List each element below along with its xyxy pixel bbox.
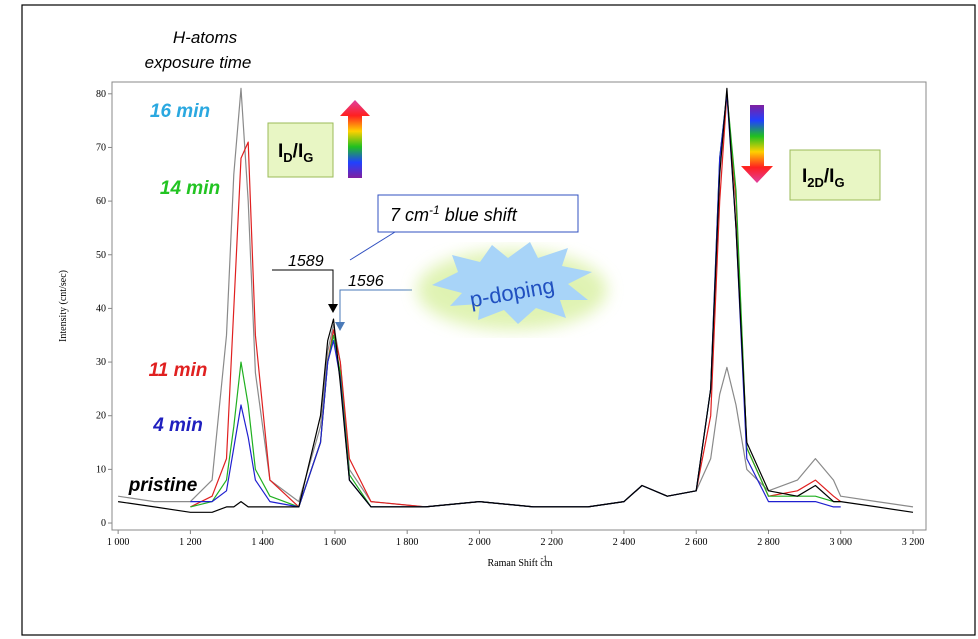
x-tick-label: 1 200 [179, 537, 202, 548]
note-pointer [349, 231, 396, 261]
peak-label: 1596 [348, 273, 384, 290]
y-tick-label: 10 [96, 464, 106, 475]
legend-title: exposure time [145, 53, 252, 72]
note-part: blue shift [440, 205, 518, 225]
series-line [118, 87, 914, 513]
legend-title: H-atoms [173, 28, 238, 47]
ratio-part: 2D [807, 175, 824, 190]
y-tick-label: 20 [96, 411, 106, 422]
ratio-part: D [283, 150, 292, 165]
arrow-head [328, 304, 338, 313]
ratio-part: I [802, 166, 807, 187]
series-label: 11 min [149, 360, 208, 381]
y-tick-label: 50 [96, 250, 106, 261]
peak-label: 1589 [288, 253, 324, 270]
y-axis-title: Intensity (cnt/sec) [58, 270, 69, 342]
plot: 0 10 20 30 40 50 60 70 80 1 000 1 200 1 400 1 600 1 8… [96, 87, 925, 548]
plot-frame [111, 81, 927, 531]
series-label: 14 min [160, 178, 220, 199]
ratio-part: G [303, 150, 313, 165]
x-tick-label: 1 600 [324, 537, 347, 548]
y-tick-label: 0 [101, 518, 106, 529]
x-axis-title-part: Raman Shift cm [488, 558, 553, 569]
x-tick-label: 2 000 [468, 537, 491, 548]
x-tick-label: 1 800 [396, 537, 419, 548]
peak-leader [272, 269, 334, 306]
up-arrow [340, 100, 370, 178]
ratio-part: G [834, 175, 844, 190]
note-part: 7 cm [390, 205, 429, 225]
x-tick-label: 1 000 [107, 537, 130, 548]
ratio-part: /I [293, 141, 304, 162]
frame [21, 4, 976, 636]
note-text: 7 cm-1 blue shift [390, 203, 518, 225]
ratio-part: /I [824, 166, 835, 187]
ratio-box [267, 122, 334, 178]
x-tick-label: 3 200 [902, 537, 925, 548]
x-axis-title: Raman Shift cm-1 [488, 554, 553, 569]
ratio-label: I2D/IG [802, 166, 845, 190]
down-arrow [741, 105, 773, 183]
x-axis-title-part: -1 [541, 554, 548, 563]
y-tick-label: 40 [96, 303, 106, 314]
ratio-label: ID/IG [278, 141, 313, 165]
peak-leader [339, 289, 412, 324]
ratio-box [789, 149, 881, 201]
y-tick-label: 80 [96, 89, 106, 100]
starburst [432, 242, 592, 324]
series-label: pristine [128, 475, 198, 496]
x-tick-label: 3 000 [829, 537, 852, 548]
note-box [377, 194, 579, 233]
series-label: 4 min [152, 415, 203, 436]
x-tick-label: 2 600 [685, 537, 708, 548]
x-tick-label: 2 800 [757, 537, 780, 548]
ratio-part: I [278, 141, 283, 162]
y-tick-label: 70 [96, 142, 106, 153]
x-tick-label: 2 200 [540, 537, 563, 548]
x-tick-label: 2 400 [613, 537, 636, 548]
series-label: 16 min [150, 101, 210, 122]
x-tick-label: 1 400 [251, 537, 274, 548]
y-tick-label: 30 [96, 357, 106, 368]
arrow-head [335, 322, 345, 331]
y-tick-label: 60 [96, 196, 106, 207]
note-part: -1 [429, 203, 440, 217]
